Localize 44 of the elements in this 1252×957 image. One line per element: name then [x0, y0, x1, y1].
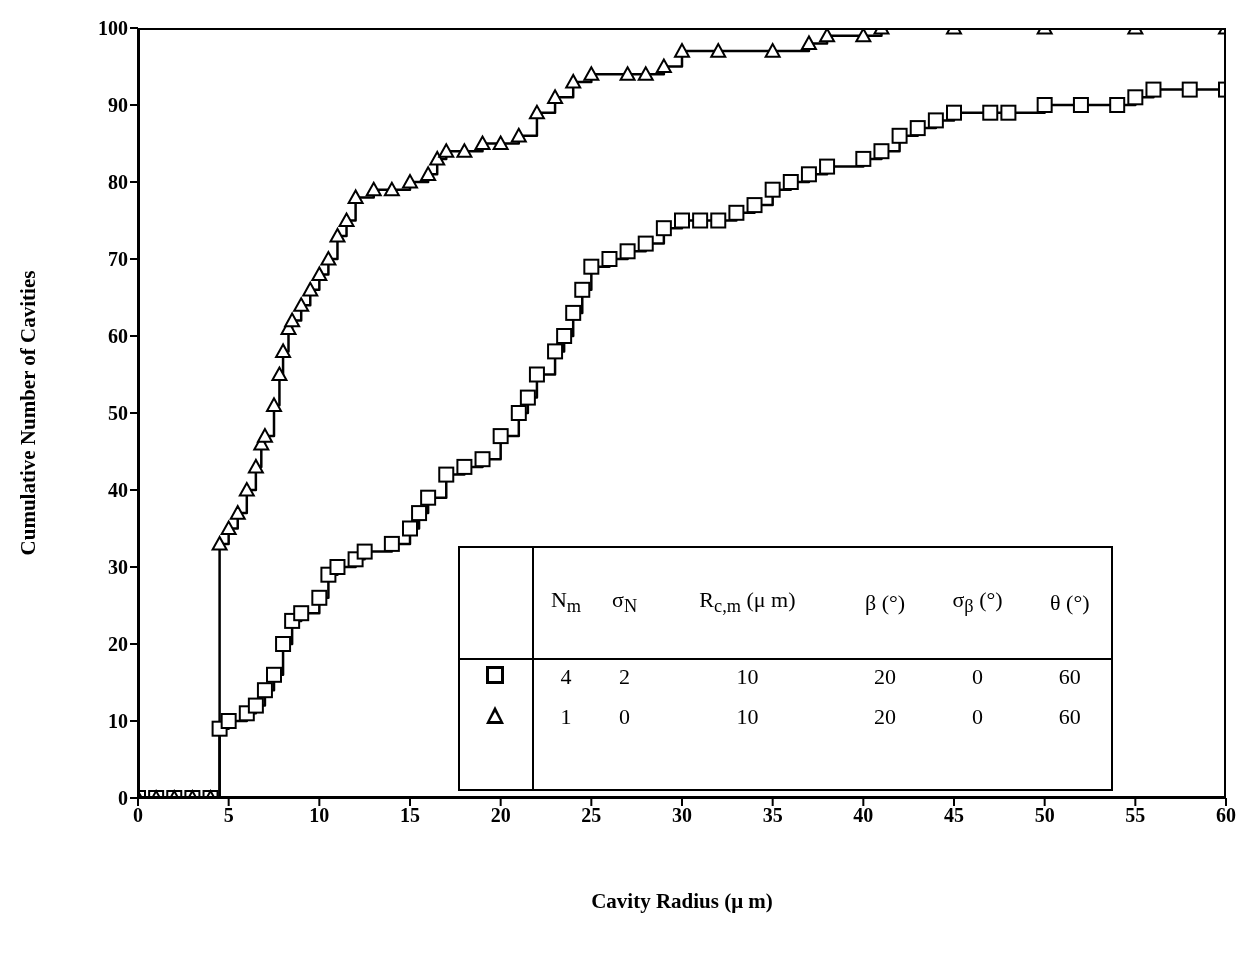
annotation: 4 [559, 663, 573, 691]
x-tick-label: 55 [1125, 804, 1146, 827]
annotation: N$_{m}$ [549, 586, 583, 619]
y-tick-label: 60 [108, 325, 128, 348]
y-tick-label: 10 [108, 710, 128, 733]
annotation: 0 [971, 663, 984, 691]
y-tick-label: 90 [108, 94, 128, 117]
y-tick-label: 40 [108, 479, 128, 502]
annotation: σ$_{β}$ (°) [951, 586, 1004, 619]
y-tick-label: 70 [108, 248, 128, 271]
x-tick-label: 40 [853, 804, 874, 827]
annotation: 0 [618, 703, 632, 731]
x-tick-label: 10 [309, 804, 330, 827]
annotation: 10 [735, 663, 760, 691]
x-tick-label: 60 [1216, 804, 1236, 827]
annotation: σ$_{N}$ [611, 586, 639, 619]
annotation: 20 [873, 663, 898, 691]
x-tick-label: 0 [133, 804, 143, 827]
y-tick-label: 20 [108, 633, 128, 656]
annotation: 20 [873, 703, 898, 731]
x-tick-label: 45 [944, 804, 964, 827]
x-axis-title: Cavity Radius (μ m) [591, 889, 773, 913]
y-tick-label: 30 [108, 556, 128, 579]
annotation: 0 [971, 703, 984, 731]
y-axis-title: Cumulative Number of Cavities [16, 270, 41, 556]
x-tick-label: 20 [490, 804, 511, 827]
x-tick-label: 35 [762, 804, 783, 827]
x-tick-label: 30 [672, 804, 692, 827]
annotation: R$_{c,m}$ (μ m) [698, 586, 797, 619]
annotation: β (°) [864, 588, 907, 617]
y-tick-label: 50 [108, 402, 128, 425]
annotation: 1 [559, 703, 573, 731]
annotation: 60 [1057, 663, 1082, 691]
y-tick-label: 0 [118, 787, 128, 810]
x-tick-label: 15 [400, 804, 420, 827]
annotation: 2 [618, 663, 632, 691]
x-tick-label: 50 [1034, 804, 1055, 827]
x-tick-label: 25 [581, 804, 602, 827]
annotation: 60 [1057, 703, 1082, 731]
annotation: θ (°) [1049, 588, 1091, 617]
y-tick-label: 100 [98, 17, 128, 40]
y-tick-label: 80 [108, 171, 128, 194]
annotation: 10 [735, 703, 760, 731]
x-tick-label: 5 [223, 804, 234, 827]
